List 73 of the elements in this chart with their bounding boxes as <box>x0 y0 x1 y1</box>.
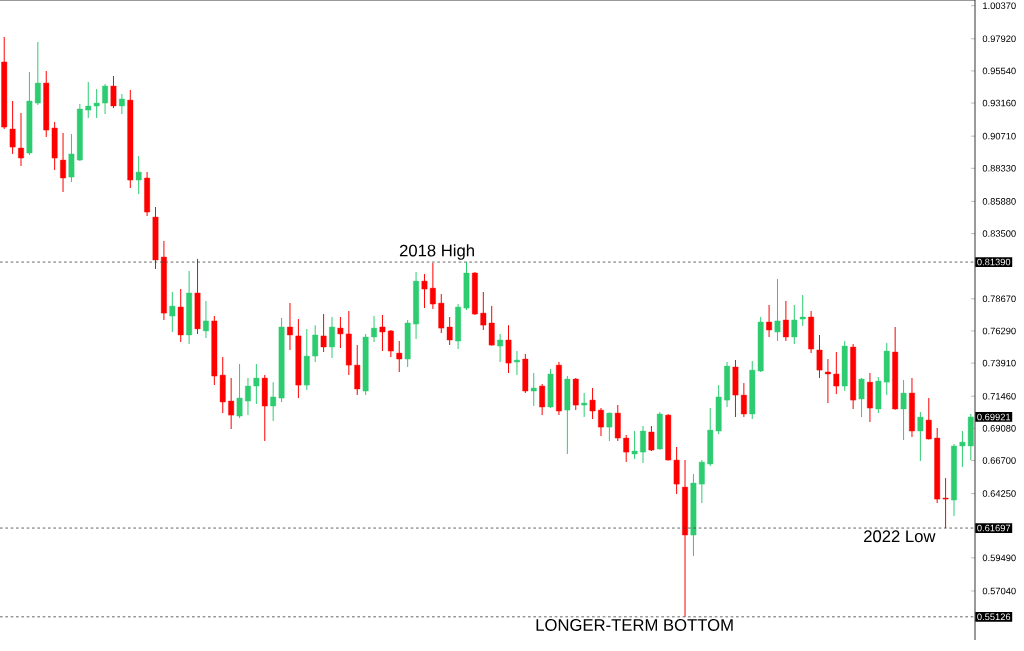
candlestick <box>354 344 361 396</box>
y-tick-label: 0.69080 <box>982 425 1016 432</box>
candlestick <box>387 329 394 358</box>
ref-line-label: 0.81390 <box>977 258 1011 266</box>
y-tick-label: 0.95540 <box>982 67 1016 75</box>
candlestick <box>530 372 537 407</box>
annotation: 2022 Low <box>864 530 936 543</box>
y-tick-label: 0.85880 <box>982 198 1016 205</box>
candlestick <box>396 340 403 373</box>
candlestick <box>329 316 335 359</box>
candlestick <box>505 324 512 374</box>
candlestick <box>640 425 646 464</box>
candlestick <box>287 302 293 351</box>
candlestick <box>783 300 789 342</box>
candlestick <box>740 382 747 418</box>
y-tick-label: 0.71460 <box>982 392 1016 400</box>
candlestick <box>581 392 588 418</box>
y-tick-label: 0.93160 <box>982 99 1016 107</box>
annotation: 2018 High <box>399 244 474 260</box>
candlestick <box>589 387 596 420</box>
candlestick <box>429 262 436 310</box>
candlestick <box>858 377 865 418</box>
candlestick <box>900 379 907 441</box>
candlestick <box>606 412 613 442</box>
y-tick-label: 1.00370 <box>983 2 1016 9</box>
annotation: LONGER-TERM BOTTOM <box>536 619 733 631</box>
ref-line-label: 0.55126 <box>977 613 1011 621</box>
ref-line-label: 0.61697 <box>977 524 1011 532</box>
candlestick <box>18 112 24 167</box>
candlestick <box>917 411 924 462</box>
text: 0.69921 <box>977 413 1011 421</box>
y-tick-label: 0.88330 <box>982 165 1016 172</box>
candlestick <box>497 333 503 363</box>
candlestick <box>253 363 260 405</box>
y-tick-label: 0.57040 <box>982 587 1016 595</box>
candlestick <box>766 304 772 338</box>
candlestick <box>203 300 209 339</box>
candlestick <box>320 313 327 353</box>
y-tick-label: 0.59490 <box>982 554 1016 562</box>
candlestick <box>925 397 932 441</box>
candlestick <box>228 377 235 430</box>
candlestick <box>60 132 66 193</box>
candlestick <box>371 315 377 343</box>
candlestick <box>421 273 428 309</box>
candlestick <box>648 425 655 452</box>
candlestick <box>68 133 75 183</box>
candlestick <box>631 430 638 460</box>
y-tick-label: 0.83500 <box>982 230 1016 237</box>
y-tick-label: 0.73910 <box>982 359 1016 367</box>
y-tick-label: 0.90710 <box>982 132 1016 140</box>
candlestick <box>312 324 319 363</box>
candlestick <box>379 314 386 352</box>
candlestick <box>236 363 243 419</box>
candlestick <box>135 155 142 195</box>
y-tick-label: 0.76290 <box>982 327 1016 335</box>
y-tick-label: 0.64250 <box>982 490 1016 497</box>
y-tick-label: 0.97920 <box>982 35 1016 43</box>
candlestick <box>102 83 108 115</box>
y-tick-label: 0.78670 <box>982 295 1016 303</box>
candlestick <box>833 351 840 395</box>
candlestick <box>514 350 520 376</box>
candlestick <box>539 383 546 416</box>
candlestick <box>110 75 117 109</box>
candlestick <box>118 93 125 115</box>
candlestick <box>774 278 781 342</box>
candlestick <box>816 334 823 379</box>
candlestick <box>825 358 831 404</box>
candlestick <box>598 407 604 437</box>
candlestick <box>169 291 176 333</box>
candlestick <box>245 377 251 416</box>
y-tick-label: 0.66700 <box>982 457 1016 464</box>
candlestick <box>9 100 16 155</box>
candlestick <box>623 434 630 463</box>
